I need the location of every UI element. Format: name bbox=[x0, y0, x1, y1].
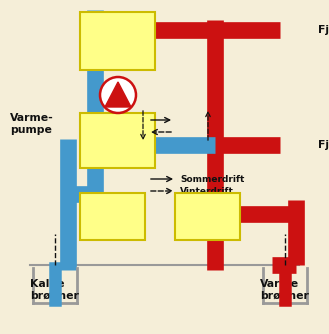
Bar bbox=[80, 113, 155, 168]
Text: Kalde
brønner: Kalde brønner bbox=[30, 279, 79, 301]
Text: Fjernvarme: Fjernvarme bbox=[318, 25, 329, 35]
Text: Varme-
pumpe: Varme- pumpe bbox=[10, 113, 54, 135]
Text: Sommerdrift: Sommerdrift bbox=[180, 174, 244, 183]
Bar bbox=[175, 193, 240, 240]
Text: Varme
brønner: Varme brønner bbox=[260, 279, 309, 301]
Text: Vinterdrift: Vinterdrift bbox=[180, 186, 234, 195]
Text: Fjernkjøling: Fjernkjøling bbox=[318, 140, 329, 150]
Circle shape bbox=[100, 77, 136, 113]
Bar bbox=[80, 193, 145, 240]
Bar bbox=[80, 12, 155, 70]
Polygon shape bbox=[105, 82, 131, 107]
Text: Varme-
veksler: Varme- veksler bbox=[80, 149, 124, 171]
